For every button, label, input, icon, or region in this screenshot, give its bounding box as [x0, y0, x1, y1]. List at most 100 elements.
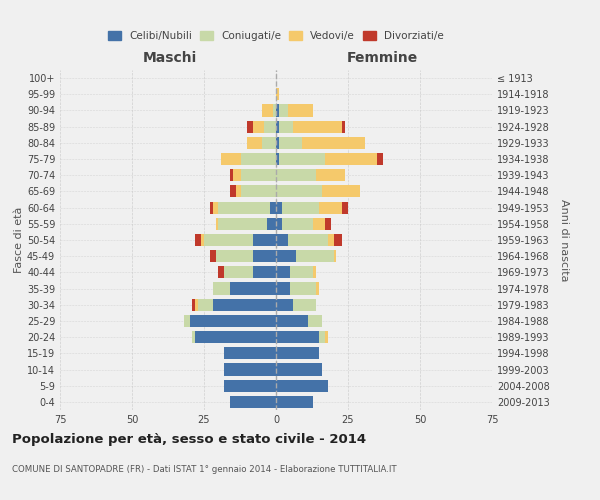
Bar	[253, 266, 276, 278]
Bar	[270, 202, 276, 213]
Bar	[276, 266, 290, 278]
Bar	[325, 331, 328, 343]
Text: COMUNE DI SANTOPADRE (FR) - Dati ISTAT 1° gennaio 2014 - Elaborazione TUTTITALIA: COMUNE DI SANTOPADRE (FR) - Dati ISTAT 1…	[12, 465, 397, 474]
Bar	[282, 202, 319, 213]
Bar	[293, 120, 342, 132]
Bar	[218, 218, 268, 230]
Bar	[313, 266, 316, 278]
Bar	[224, 266, 253, 278]
Bar	[276, 104, 279, 117]
Bar	[276, 137, 279, 149]
Bar	[276, 218, 282, 230]
Bar	[276, 315, 308, 327]
Bar	[230, 169, 233, 181]
Bar	[193, 298, 196, 311]
Bar	[268, 218, 276, 230]
Bar	[196, 298, 198, 311]
Bar	[342, 202, 348, 213]
Y-axis label: Fasce di età: Fasce di età	[14, 207, 24, 273]
Bar	[334, 250, 337, 262]
Bar	[316, 169, 345, 181]
Bar	[316, 282, 319, 294]
Bar	[210, 250, 215, 262]
Bar	[328, 234, 334, 246]
Bar	[276, 153, 279, 165]
Bar	[276, 380, 328, 392]
Text: Popolazione per età, sesso e stato civile - 2014: Popolazione per età, sesso e stato civil…	[12, 432, 366, 446]
Bar	[201, 234, 204, 246]
Bar	[276, 348, 319, 360]
Bar	[279, 137, 302, 149]
Bar	[276, 250, 296, 262]
Bar	[221, 153, 241, 165]
Bar	[290, 282, 316, 294]
Bar	[230, 186, 236, 198]
Bar	[276, 202, 282, 213]
Bar	[276, 120, 279, 132]
Bar	[276, 331, 319, 343]
Bar	[265, 120, 276, 132]
Bar	[262, 104, 273, 117]
Bar	[262, 137, 276, 149]
Bar	[212, 298, 276, 311]
Bar	[253, 234, 276, 246]
Bar	[276, 234, 287, 246]
Text: Maschi: Maschi	[142, 51, 197, 65]
Bar	[287, 104, 313, 117]
Bar	[253, 250, 276, 262]
Bar	[377, 153, 383, 165]
Bar	[215, 250, 253, 262]
Bar	[212, 202, 218, 213]
Bar	[253, 120, 265, 132]
Bar	[319, 331, 325, 343]
Bar	[290, 266, 313, 278]
Text: Femmine: Femmine	[347, 51, 418, 65]
Bar	[241, 186, 276, 198]
Bar	[279, 104, 287, 117]
Bar	[322, 186, 359, 198]
Bar	[308, 315, 322, 327]
Bar	[210, 202, 212, 213]
Bar	[215, 218, 218, 230]
Bar	[287, 234, 328, 246]
Bar	[276, 396, 313, 408]
Bar	[233, 169, 241, 181]
Bar	[198, 298, 212, 311]
Bar	[247, 137, 262, 149]
Legend: Celibi/Nubili, Coniugati/e, Vedovi/e, Divorziati/e: Celibi/Nubili, Coniugati/e, Vedovi/e, Di…	[105, 28, 447, 44]
Bar	[224, 364, 276, 376]
Bar	[212, 282, 230, 294]
Bar	[325, 218, 331, 230]
Bar	[184, 315, 190, 327]
Bar	[230, 282, 276, 294]
Bar	[302, 137, 365, 149]
Bar	[190, 315, 276, 327]
Bar	[313, 218, 325, 230]
Y-axis label: Anni di nascita: Anni di nascita	[559, 198, 569, 281]
Bar	[296, 250, 334, 262]
Bar	[193, 331, 196, 343]
Bar	[218, 266, 224, 278]
Bar	[279, 153, 325, 165]
Bar	[342, 120, 345, 132]
Bar	[273, 104, 276, 117]
Bar	[276, 169, 316, 181]
Bar	[218, 202, 270, 213]
Bar	[224, 380, 276, 392]
Bar	[279, 120, 293, 132]
Bar	[241, 169, 276, 181]
Bar	[236, 186, 241, 198]
Bar	[241, 153, 276, 165]
Bar	[224, 348, 276, 360]
Bar	[293, 298, 316, 311]
Bar	[276, 298, 293, 311]
Bar	[325, 153, 377, 165]
Bar	[276, 186, 322, 198]
Bar	[319, 202, 342, 213]
Bar	[276, 364, 322, 376]
Bar	[247, 120, 253, 132]
Bar	[230, 396, 276, 408]
Bar	[282, 218, 313, 230]
Bar	[276, 88, 279, 101]
Bar	[276, 282, 290, 294]
